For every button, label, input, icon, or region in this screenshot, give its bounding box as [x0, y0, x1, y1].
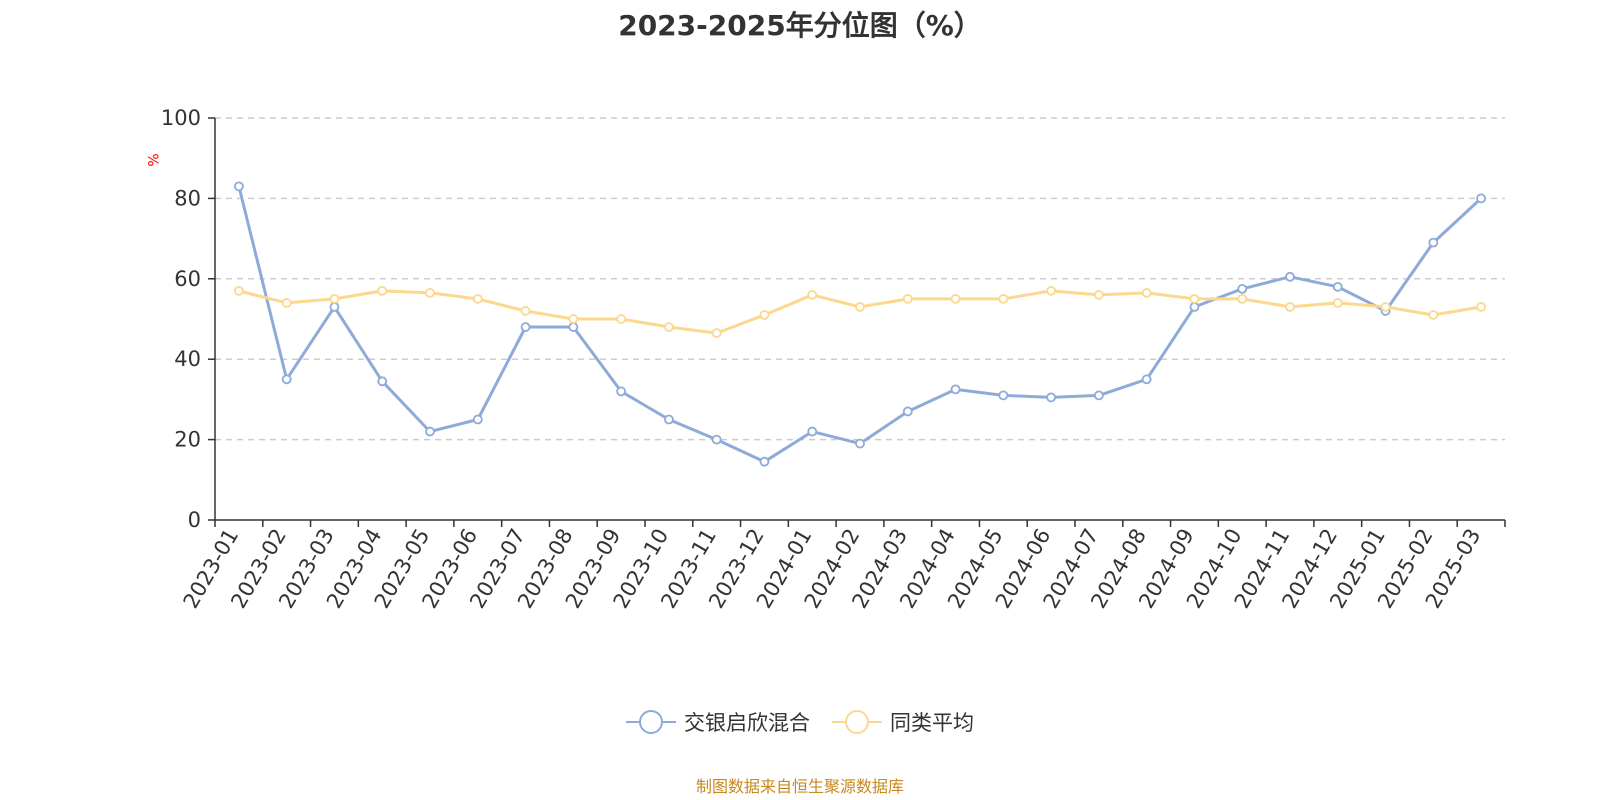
- series-lines: [237, 185, 1483, 464]
- data-point-series-2[interactable]: [902, 293, 913, 304]
- data-point-series-1[interactable]: [855, 438, 865, 449]
- data-point-series-1[interactable]: [472, 414, 483, 425]
- data-point-series-2[interactable]: [425, 287, 435, 298]
- data-point-series-1[interactable]: [1332, 281, 1343, 292]
- data-point-series-1[interactable]: [329, 302, 340, 312]
- data-point-series-2[interactable]: [1285, 302, 1295, 312]
- data-point-series-1[interactable]: [233, 181, 244, 192]
- data-point-series-1[interactable]: [1476, 193, 1487, 204]
- data-point-series-2[interactable]: [998, 293, 1009, 304]
- data-point-series-2[interactable]: [1093, 289, 1104, 300]
- data-point-series-1[interactable]: [902, 406, 913, 417]
- legend: 交银启欣混合 同类平均: [0, 707, 1600, 737]
- data-point-series-2[interactable]: [759, 310, 770, 320]
- data-point-series-1[interactable]: [711, 434, 722, 445]
- legend-item-series-1[interactable]: 交银启欣混合: [626, 707, 810, 737]
- data-point-series-1[interactable]: [1237, 283, 1248, 294]
- data-point-series-1[interactable]: [520, 322, 531, 332]
- data-point-series-2[interactable]: [233, 285, 244, 296]
- legend-label-series-2: 同类平均: [890, 711, 974, 735]
- data-point-series-1[interactable]: [1428, 237, 1439, 248]
- data-point-series-2[interactable]: [663, 322, 674, 332]
- data-point-series-1[interactable]: [1046, 392, 1057, 403]
- data-point-series-2[interactable]: [1046, 285, 1057, 296]
- data-point-series-2[interactable]: [1332, 298, 1343, 308]
- data-point-series-1[interactable]: [759, 456, 770, 467]
- data-point-series-1[interactable]: [807, 426, 818, 437]
- data-point-series-1[interactable]: [663, 414, 674, 425]
- data-point-series-1[interactable]: [1141, 374, 1152, 385]
- legend-marker-series-1-icon: [626, 709, 676, 735]
- y-tick-label: 100: [161, 106, 201, 130]
- series-line-2: [238, 289, 1482, 335]
- data-points: [233, 181, 1487, 467]
- data-point-series-1[interactable]: [1285, 271, 1295, 282]
- data-point-series-2[interactable]: [807, 289, 818, 300]
- y-tick-label: 60: [174, 267, 201, 291]
- data-point-series-2[interactable]: [520, 306, 531, 316]
- data-point-series-1[interactable]: [568, 322, 579, 332]
- data-point-series-2[interactable]: [377, 285, 388, 296]
- data-source-note: 制图数据来自恒生聚源数据库: [695, 777, 904, 796]
- data-point-series-2[interactable]: [568, 314, 579, 324]
- legend-item-series-2[interactable]: 同类平均: [832, 707, 974, 737]
- data-point-series-2[interactable]: [855, 302, 865, 312]
- data-point-series-2[interactable]: [711, 328, 722, 338]
- data-point-series-1[interactable]: [998, 390, 1009, 401]
- y-tick-label: 0: [188, 508, 201, 532]
- data-point-series-2[interactable]: [1428, 310, 1439, 320]
- y-tick-label: 40: [174, 347, 201, 371]
- data-point-series-1[interactable]: [281, 374, 292, 385]
- data-point-series-2[interactable]: [616, 314, 627, 324]
- data-point-series-1[interactable]: [616, 386, 627, 397]
- y-tick-label: 20: [174, 428, 201, 452]
- data-point-series-2[interactable]: [1141, 287, 1152, 298]
- series-line-1: [237, 185, 1483, 464]
- data-point-series-2[interactable]: [1380, 302, 1391, 312]
- data-point-series-2[interactable]: [472, 293, 483, 304]
- data-point-series-1[interactable]: [377, 376, 388, 387]
- data-point-series-1[interactable]: [1093, 390, 1104, 401]
- data-point-series-2[interactable]: [1189, 293, 1200, 304]
- data-point-series-1[interactable]: [1189, 302, 1200, 312]
- legend-marker-series-2-icon: [832, 709, 882, 735]
- chart-title: 2023-2025年分位图（%）: [618, 9, 982, 42]
- grid-lines: [215, 117, 1505, 441]
- data-point-series-2[interactable]: [329, 293, 340, 304]
- data-point-series-2[interactable]: [1476, 302, 1487, 312]
- legend-label-series-1: 交银启欣混合: [684, 711, 810, 735]
- data-point-series-2[interactable]: [1237, 293, 1248, 304]
- data-point-series-2[interactable]: [281, 298, 292, 308]
- data-point-series-1[interactable]: [425, 426, 435, 437]
- y-tick-label: 80: [174, 186, 201, 210]
- data-point-series-2[interactable]: [950, 293, 961, 304]
- data-point-series-1[interactable]: [950, 384, 961, 395]
